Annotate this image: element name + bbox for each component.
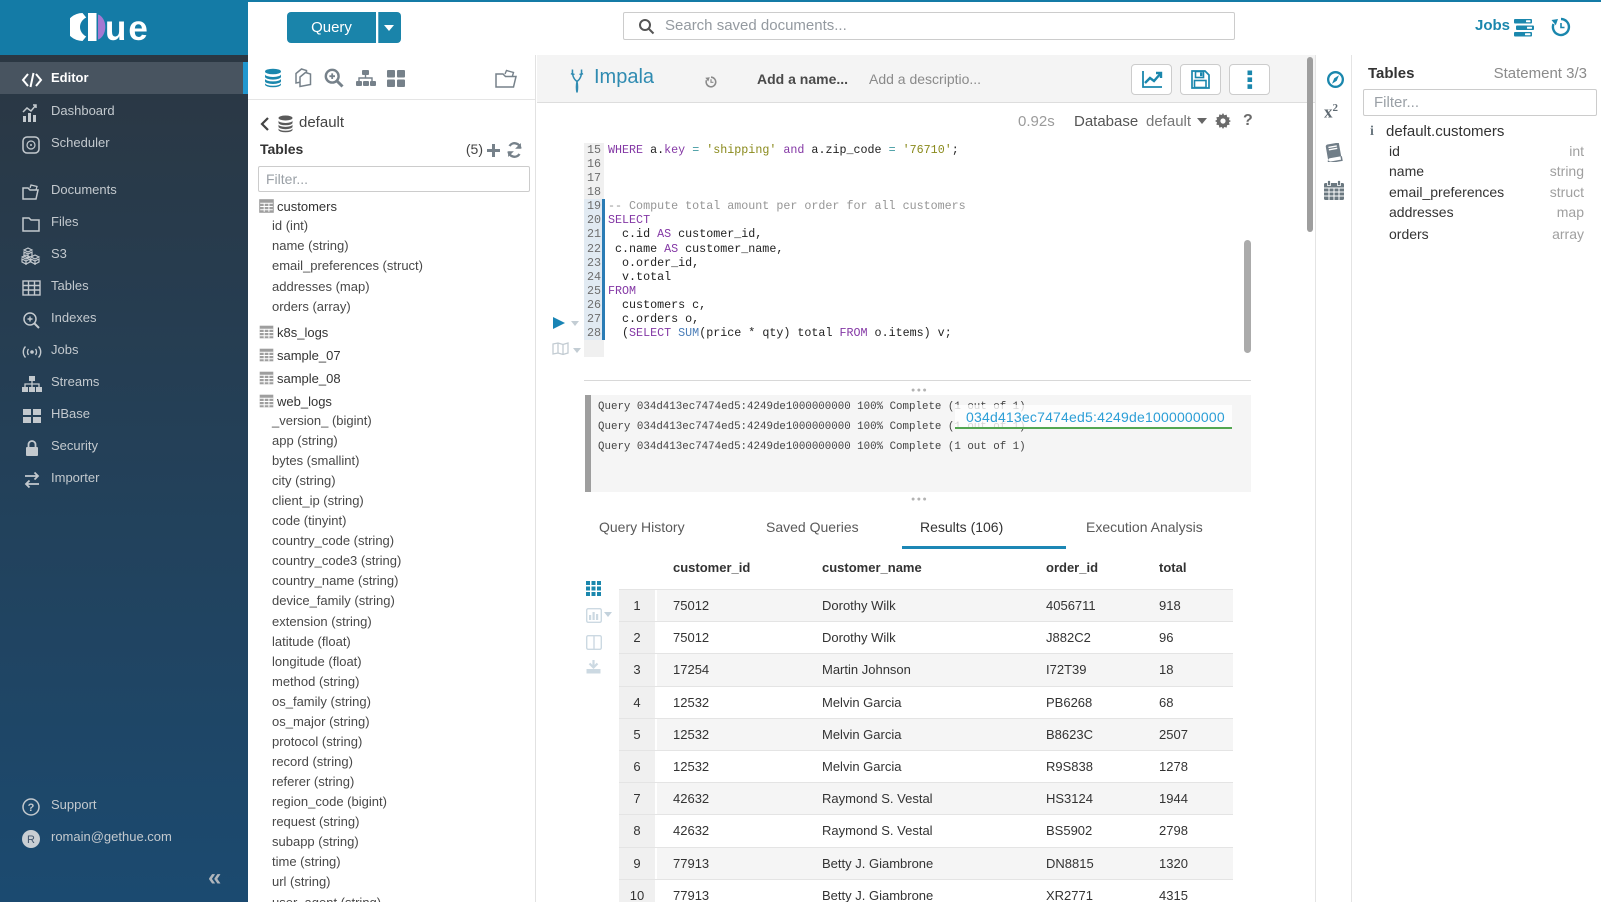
svg-text:ue: ue	[105, 13, 150, 41]
svg-text:R: R	[27, 834, 35, 846]
svg-text:?: ?	[28, 802, 35, 814]
